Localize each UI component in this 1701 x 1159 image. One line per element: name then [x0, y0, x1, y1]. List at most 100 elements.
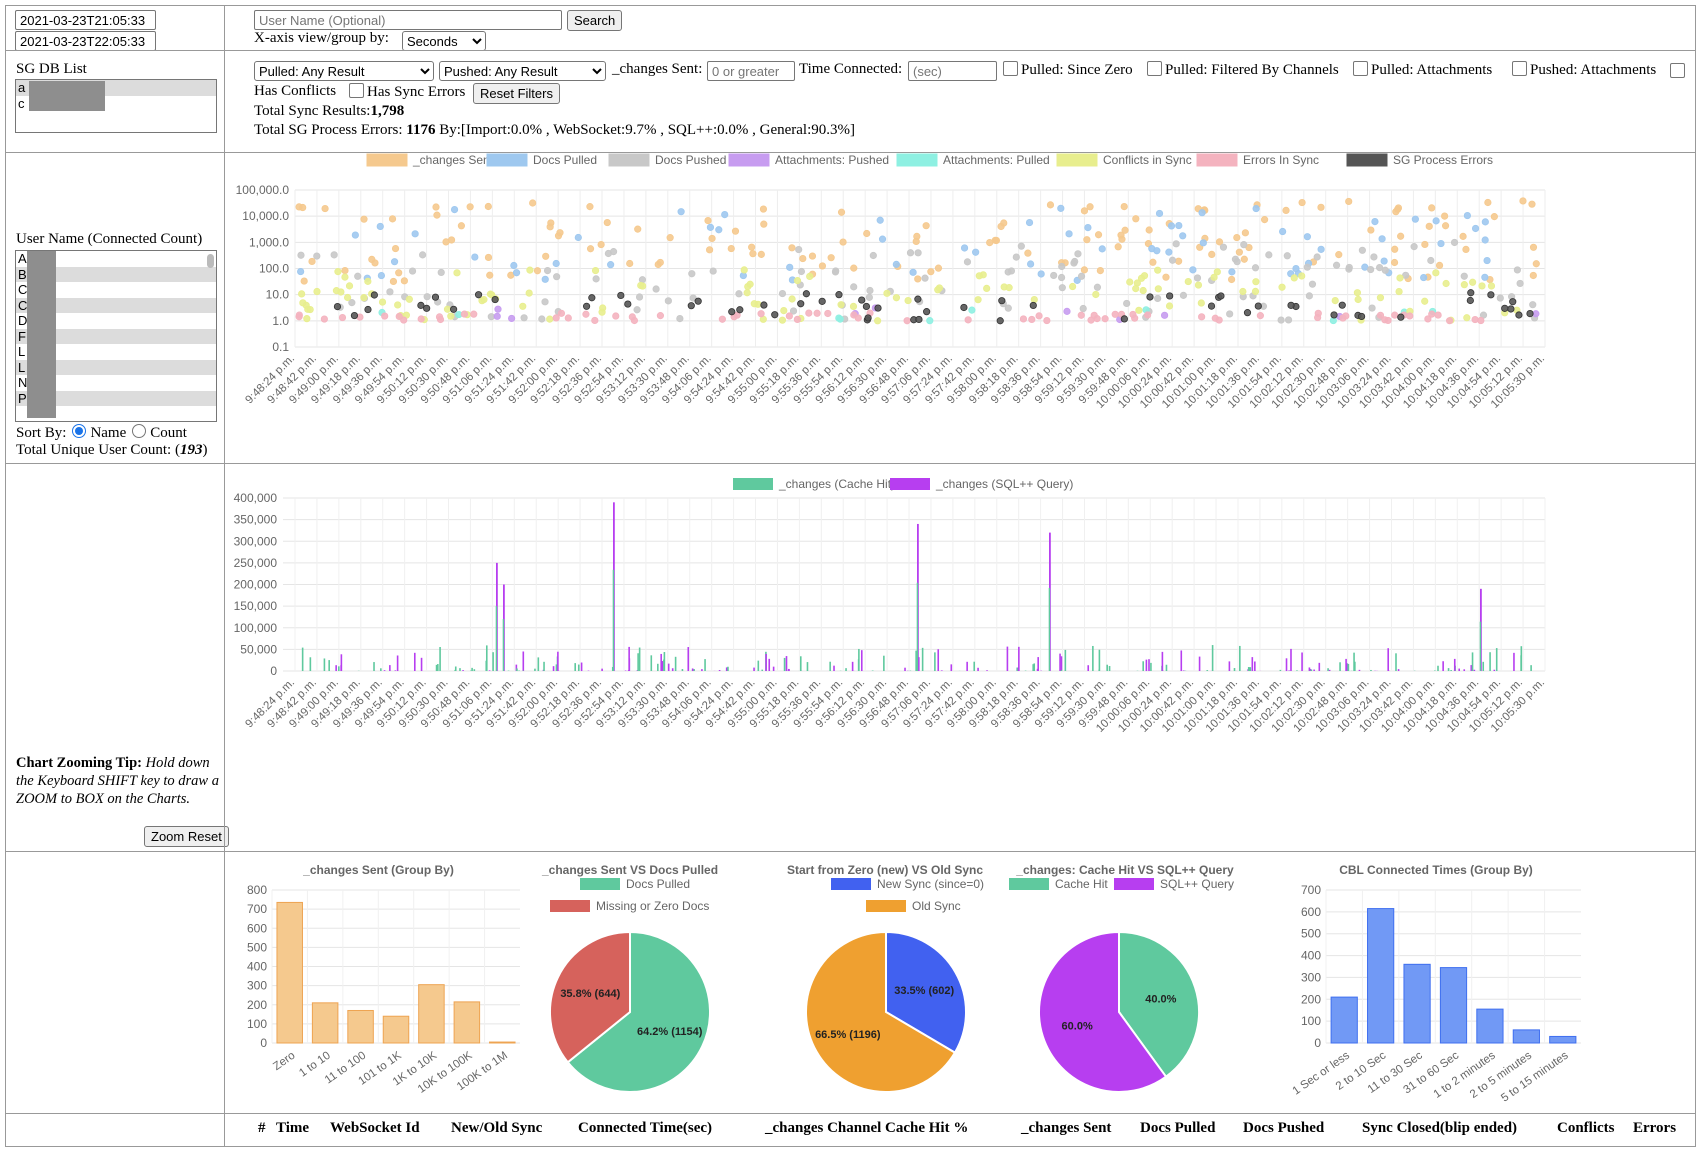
col-websocket-id[interactable]: WebSocket Id — [330, 1120, 420, 1136]
y-tick-label: 400 — [1301, 949, 1321, 963]
bar — [718, 669, 721, 671]
col-docs-pushed[interactable]: Docs Pushed — [1243, 1120, 1325, 1136]
data-point — [1406, 312, 1414, 320]
legend-label: _changes Sent — [412, 153, 494, 167]
data-point — [813, 309, 821, 317]
data-point — [1252, 204, 1260, 213]
data-point — [1111, 310, 1119, 318]
data-point — [297, 267, 305, 276]
bar — [674, 656, 677, 671]
pulled-filtered-checkbox[interactable]: Pulled: Filtered By Channels — [1143, 61, 1339, 79]
legend-label: Conflicts in Sync — [1103, 153, 1192, 167]
col-sync-closed[interactable]: Sync Closed(blip ended) — [1362, 1120, 1518, 1136]
data-point — [1420, 273, 1428, 282]
data-point — [1043, 316, 1051, 325]
redaction — [29, 81, 105, 111]
sort-name-radio[interactable] — [72, 424, 87, 438]
checkbox-box[interactable] — [1353, 61, 1368, 76]
data-point — [1292, 264, 1300, 273]
bar — [1142, 661, 1144, 671]
bar — [454, 669, 457, 671]
data-point — [1005, 284, 1013, 292]
peak-bar — [1048, 587, 1051, 671]
total-sync-value: 1,798 — [370, 103, 405, 119]
zoom-reset-button[interactable]: Zoom Reset — [144, 826, 229, 847]
data-point — [1239, 287, 1247, 296]
bar — [851, 661, 854, 671]
col-cache-hit[interactable]: _changes Channel Cache Hit % — [765, 1120, 969, 1136]
scrollbar[interactable] — [207, 254, 214, 268]
data-point — [338, 313, 347, 322]
data-point — [1278, 283, 1286, 291]
checkbox-box[interactable] — [349, 83, 364, 98]
data-point — [865, 293, 873, 301]
user-name-input[interactable] — [254, 10, 562, 30]
pulled-select[interactable]: Pulled: Any Result — [254, 61, 434, 81]
data-point — [297, 251, 305, 259]
reset-filters-button[interactable]: Reset Filters — [473, 83, 560, 104]
search-button[interactable]: Search — [567, 10, 623, 31]
data-point — [493, 312, 501, 320]
data-point — [1240, 255, 1248, 263]
checkbox-box[interactable] — [1512, 61, 1527, 76]
has-sync-errors-checkbox[interactable]: Has Sync Errors — [345, 83, 465, 101]
y-tick-label: 250,000 — [234, 556, 278, 570]
data-point — [878, 235, 887, 243]
time-connected-input[interactable] — [908, 61, 997, 81]
col-number[interactable]: # — [258, 1120, 266, 1136]
data-point — [1086, 203, 1094, 211]
bar — [373, 662, 375, 671]
col-new-old-sync[interactable]: New/Old Sync — [451, 1120, 543, 1136]
changes-bar-chart[interactable]: _changes (Cache Hit) _changes (SQL++ Quer… — [225, 464, 1695, 851]
data-point — [299, 203, 307, 212]
bar — [1471, 652, 1474, 671]
col-changes-sent[interactable]: _changes Sent — [1021, 1120, 1112, 1136]
data-point — [1057, 273, 1066, 282]
end-time-input[interactable] — [15, 31, 156, 51]
bar — [492, 652, 494, 671]
pushed-select[interactable]: Pushed: Any Result — [439, 61, 606, 81]
data-point — [564, 314, 572, 322]
data-point — [1477, 316, 1485, 325]
sort-count-radio[interactable] — [132, 424, 147, 438]
data-point — [992, 236, 1001, 245]
col-conflicts[interactable]: Conflicts — [1557, 1120, 1615, 1136]
pulled-since-zero-checkbox[interactable]: Pulled: Since Zero — [999, 61, 1133, 79]
pulled-attachments-checkbox[interactable]: Pulled: Attachments — [1349, 61, 1492, 79]
data-point — [1189, 266, 1197, 274]
checkbox-box[interactable] — [1003, 61, 1018, 76]
bar — [701, 669, 703, 671]
data-point — [974, 296, 982, 304]
data-point — [542, 252, 550, 260]
col-docs-pulled[interactable]: Docs Pulled — [1140, 1120, 1216, 1136]
bar — [787, 668, 790, 671]
bar — [638, 647, 641, 671]
data-point — [364, 305, 372, 314]
data-point — [1154, 294, 1162, 303]
sync-scatter-chart[interactable]: _changes Sent Docs Pulled Docs Pushed Attac… — [225, 153, 1695, 463]
data-point — [1402, 271, 1410, 279]
data-point — [1261, 216, 1269, 224]
summary-charts[interactable]: _changes Sent (Group By) 0 100 200 300 400 500… — [225, 852, 1695, 1113]
y-tick-label: 0.1 — [272, 340, 289, 354]
sg-db-item[interactable]: c — [18, 95, 25, 111]
col-errors[interactable]: Errors — [1633, 1120, 1677, 1136]
data-point — [417, 301, 425, 309]
col-connected-time[interactable]: Connected Time(sec) — [578, 1120, 713, 1136]
checkbox-box[interactable] — [1147, 61, 1162, 76]
data-point — [1114, 243, 1122, 251]
data-point — [721, 211, 729, 219]
data-point — [1019, 315, 1028, 323]
changes-sent-input[interactable] — [707, 61, 795, 81]
pushed-attachments-checkbox[interactable]: Pushed: Attachments — [1508, 61, 1656, 79]
bar — [1328, 669, 1331, 671]
x-tick-label: 5 to 15 minutes — [1499, 1049, 1570, 1104]
has-conflicts-checkbox[interactable] — [1670, 63, 1685, 78]
data-point — [1471, 315, 1479, 324]
summary-bar — [276, 901, 303, 1044]
col-time[interactable]: Time — [276, 1120, 310, 1136]
data-point — [1145, 226, 1153, 234]
bar — [829, 661, 831, 671]
xaxis-select[interactable]: Seconds — [402, 31, 486, 51]
start-time-input[interactable] — [15, 10, 156, 30]
